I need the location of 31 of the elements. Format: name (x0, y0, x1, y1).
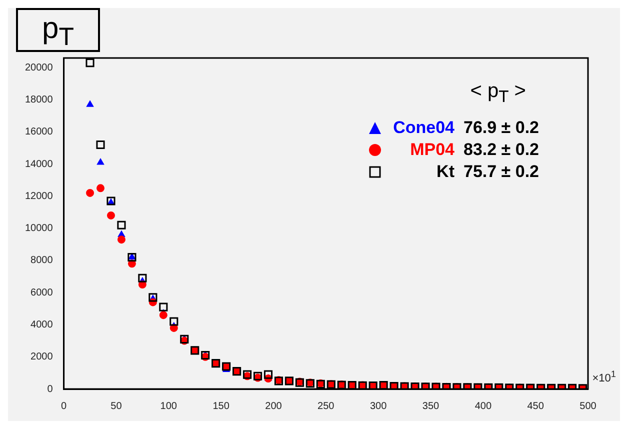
y-tick-label: 8000 (30, 255, 54, 266)
legend-title: < p$_{T}$ > (469, 80, 526, 107)
y-tick-label: 12000 (24, 190, 54, 202)
y-tick-label: 18000 (24, 94, 54, 106)
y-tick-label: 6000 (30, 287, 54, 298)
x-tick-label: 350 (422, 400, 440, 412)
text: Kt (436, 161, 456, 183)
y-tick-label: 0 (47, 384, 54, 395)
annotation: 83.2 ± 0.2 (462, 139, 540, 161)
y-tick-label: 16000 (24, 126, 54, 138)
x-tick-label: 500 (580, 400, 597, 412)
text: ×10$^{1}$ (592, 369, 616, 385)
x-tick-label: 300 (370, 400, 388, 412)
legend-label: MP04 (409, 139, 456, 161)
y-tick-label: 20000 (24, 62, 54, 74)
x-tick-label: 200 (265, 400, 282, 412)
x-tick-label: 400 (474, 400, 492, 412)
x-tick-label: 450 (527, 400, 544, 412)
y-tick-label: 10000 (24, 223, 54, 234)
y-tick-label: 2000 (30, 352, 54, 363)
x-tick-label: 250 (318, 400, 335, 412)
annotation: 75.7 ± 0.2 (462, 161, 540, 183)
legend-label: Cone04 (392, 117, 456, 139)
x-tick-label: 100 (160, 400, 178, 412)
chart-title: p$_{T}$ (16, 8, 100, 52)
x-tick-label: 150 (212, 400, 230, 412)
y-tick-label: 4000 (30, 319, 54, 330)
x-tick-label: 50 (110, 400, 122, 412)
y-tick-label: 14000 (24, 158, 54, 170)
annotation: 76.9 ± 0.2 (462, 117, 540, 139)
x-tick-label: 0 (61, 400, 68, 412)
